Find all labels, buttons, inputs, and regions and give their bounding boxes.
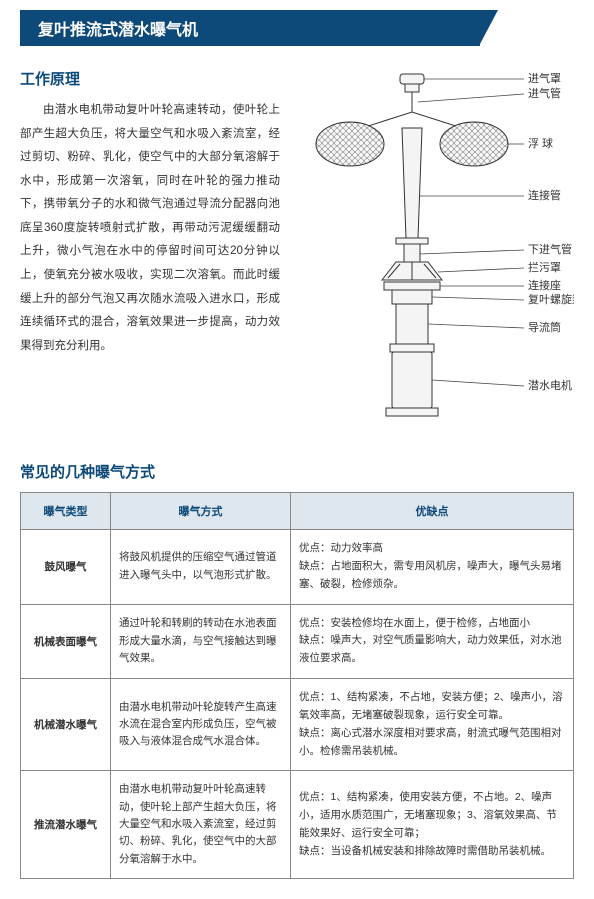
cell-type: 鼓风曝气: [21, 530, 111, 605]
diagram-label-intake-pipe: 进气管: [528, 86, 561, 100]
cell-proscons: 优点：安装检修均在水面上，便于检修，占地面小 缺点：噪声大，对空气质量影响大，动…: [291, 604, 574, 679]
diagram-label-guide-tube: 导流筒: [528, 320, 561, 334]
section-heading-methods: 常见的几种曝气方式: [20, 461, 574, 482]
cell-method: 由潜水电机带动复叶叶轮高速转动，使叶轮上部产生超大负压，将大量空气和水吸入紊流室…: [111, 771, 291, 879]
diagram-label-float: 浮 球: [528, 136, 553, 150]
equipment-diagram: 进气罩 进气管 浮 球 连接管 下进气管 拦污罩 连接座 复叶螺旋桨 导流筒: [290, 68, 574, 443]
cell-proscons: 优点：1、结构紧凑，不占地，安装方便；2、噪声小，溶氧效率高，无堵塞破裂现象，运…: [291, 679, 574, 771]
table-row: 机械潜水曝气 由潜水电机带动叶轮旋转产生高速水流在混合室内形成负压，空气被吸入与…: [21, 679, 574, 771]
cell-method: 由潜水电机带动叶轮旋转产生高速水流在混合室内形成负压，空气被吸入与液体混合成气水…: [111, 679, 291, 771]
cell-type: 机械潜水曝气: [21, 679, 111, 771]
intro-paragraph: 由潜水电机带动复叶叶轮高速转动，使叶轮上部产生超大负压，将大量空气和水吸入紊流室…: [20, 99, 280, 358]
cell-method: 通过叶轮和转刷的转动在水池表面形成大量水滴，与空气接触达到曝气效果。: [111, 604, 291, 679]
page-title: 复叶推流式潜水曝气机: [20, 10, 480, 46]
cell-type: 机械表面曝气: [21, 604, 111, 679]
cell-proscons: 优点：动力效率高 缺点：占地面积大，需专用风机房，噪声大，曝气头易堵塞、破裂，检…: [291, 530, 574, 605]
table-row: 鼓风曝气 将鼓风机提供的压缩空气通过管道进入曝气头中，以气泡形式扩散。 优点：动…: [21, 530, 574, 605]
table-header-type: 曝气类型: [21, 493, 111, 530]
diagram-label-motor: 潜水电机: [528, 378, 572, 392]
diagram-label-lower-intake: 下进气管: [528, 242, 572, 256]
aeration-table: 曝气类型 曝气方式 优缺点 鼓风曝气 将鼓风机提供的压缩空气通过管道进入曝气头中…: [20, 492, 574, 879]
cell-proscons: 优点：1、结构紧凑，使用安装方便，不占地。2、噪声小，适用水质范围广，无堵塞现象…: [291, 771, 574, 879]
table-header-method: 曝气方式: [111, 493, 291, 530]
table-row: 推流潜水曝气 由潜水电机带动复叶叶轮高速转动，使叶轮上部产生超大负压，将大量空气…: [21, 771, 574, 879]
diagram-label-connector-seat: 连接座: [528, 278, 561, 292]
cell-method: 将鼓风机提供的压缩空气通过管道进入曝气头中，以气泡形式扩散。: [111, 530, 291, 605]
diagram-label-impeller: 复叶螺旋桨: [528, 292, 574, 306]
section-heading-principle: 工作原理: [20, 68, 280, 89]
table-row: 机械表面曝气 通过叶轮和转刷的转动在水池表面形成大量水滴，与空气接触达到曝气效果…: [21, 604, 574, 679]
diagram-label-connecting-pipe: 连接管: [528, 188, 561, 202]
cell-type: 推流潜水曝气: [21, 771, 111, 879]
table-header-proscons: 优缺点: [291, 493, 574, 530]
diagram-label-strainer: 拦污罩: [528, 260, 561, 274]
diagram-label-intake-cover: 进气罩: [528, 71, 561, 85]
